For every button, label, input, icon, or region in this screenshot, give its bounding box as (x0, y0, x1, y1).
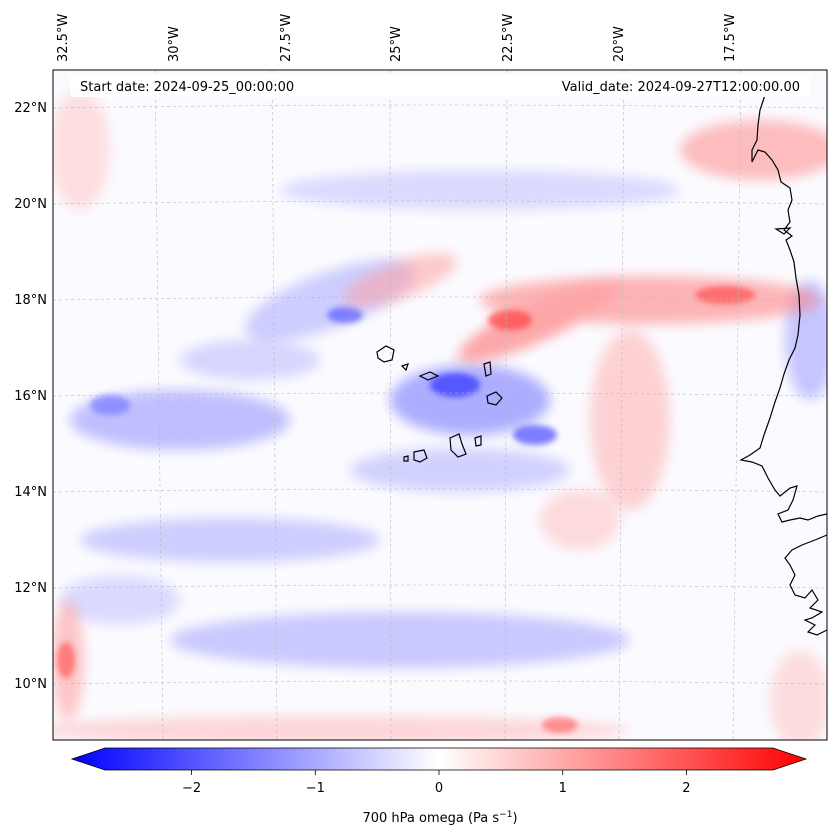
island-maio (474, 435, 482, 447)
colorbar-tick-label: −2 (182, 781, 201, 796)
longitude-label: 25°W (389, 26, 404, 62)
longitude-label: 20°W (612, 26, 627, 62)
island-fogo (413, 449, 428, 463)
latitude-label: 10°N (14, 677, 47, 692)
longitude-label: 17.5°W (723, 14, 738, 62)
latitude-label: 18°N (14, 293, 47, 308)
colorbar-tick-label: −1 (306, 781, 325, 796)
colorbar-tick-label: 1 (559, 781, 567, 796)
omega-negative-cores (90, 307, 557, 445)
latitude-label: 14°N (14, 485, 47, 500)
longitude-label: 30°W (167, 26, 182, 62)
island-sao-nicolau (418, 371, 440, 381)
africa-lower-coastline (784, 534, 827, 636)
colorbar-label: 700 hPa omega (Pa s−1) (362, 810, 517, 826)
omega-positive-field (53, 90, 827, 740)
colorbar-tick-label: 2 (682, 781, 690, 796)
west-africa-coastline (739, 94, 827, 523)
latitude-label: 20°N (14, 197, 47, 212)
omega-positive-cores (57, 286, 755, 733)
island-santo-antao (376, 345, 395, 363)
longitude-label: 27.5°W (279, 14, 294, 62)
colorbar: −2 −1 0 1 2 700 hPa omega (Pa s−1) (70, 747, 808, 826)
longitude-label: 22.5°W (501, 14, 516, 62)
colorbar-tick-label: 0 (435, 781, 443, 796)
longitude-label: 32.5°W (56, 14, 71, 62)
map-frame (52, 69, 828, 741)
coastlines (376, 94, 827, 636)
island-santiago (449, 433, 467, 458)
canary-islands-edge (774, 227, 792, 235)
longitude-labels: 32.5°W 30°W 27.5°W 25°W 22.5°W 20°W 17.5… (56, 14, 738, 62)
latitude-label: 16°N (14, 389, 47, 404)
start-date-label: Start date: 2024-09-25_00:00:00 (80, 80, 294, 95)
latitude-label: 12°N (14, 581, 47, 596)
colorbar-body (70, 747, 808, 771)
latitude-labels: 22°N 20°N 18°N 16°N 14°N 12°N 10°N (14, 101, 47, 692)
colorbar-ticks: −2 −1 0 1 2 (182, 770, 691, 796)
map-plot-area: Start date: 2024-09-25_00:00:00 Valid_da… (53, 70, 827, 740)
latitude-label: 22°N (14, 101, 47, 116)
date-header-band (70, 75, 810, 97)
island-boa-vista (486, 391, 503, 406)
island-sao-vicente (400, 363, 409, 372)
island-sal (483, 361, 492, 377)
graticule-lines (53, 70, 827, 740)
omega-negative-field (60, 170, 827, 668)
island-brava (403, 455, 409, 462)
valid-date-label: Valid_date: 2024-09-27T12:00:00.00 (562, 80, 800, 95)
